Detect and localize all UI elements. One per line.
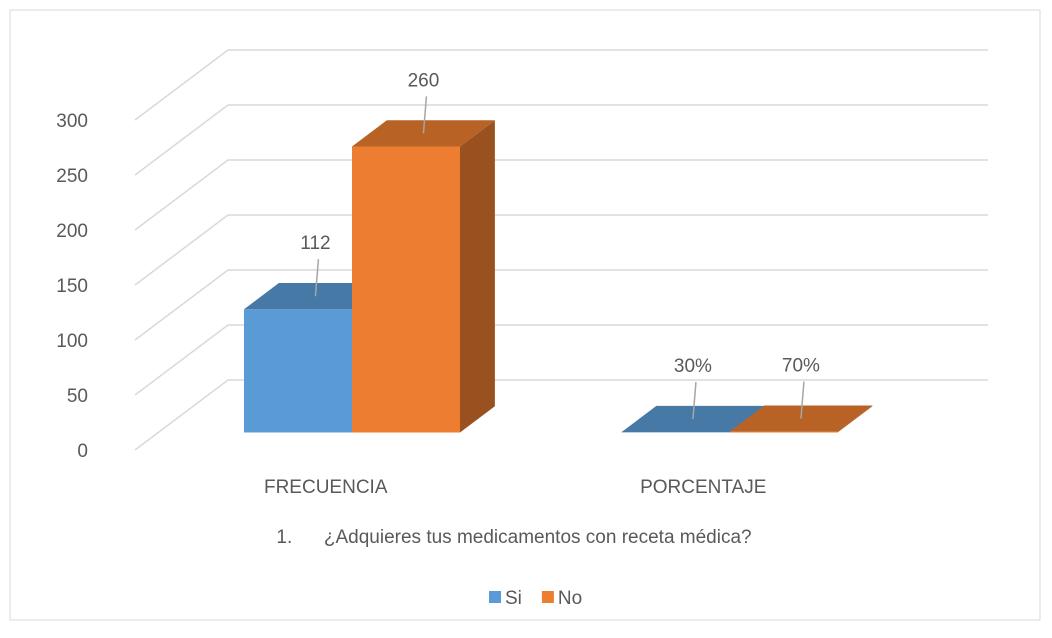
bar-front [730, 432, 838, 433]
x-tick-label: FRECUENCIA [264, 477, 388, 498]
y-tick-label: 250 [56, 166, 88, 187]
data-label: 70% [782, 356, 820, 377]
y-tick-label: 150 [56, 276, 88, 297]
y-tick-label: 0 [77, 441, 88, 462]
y-tick-label: 300 [56, 111, 88, 132]
y-tick-label: 100 [56, 331, 88, 352]
data-label: 260 [408, 70, 440, 91]
bar-front [352, 147, 460, 433]
legend-swatch [542, 591, 554, 603]
legend-label: No [558, 588, 582, 609]
legend-swatch [489, 591, 501, 603]
bar-side [460, 120, 495, 432]
y-tick-label: 50 [67, 386, 88, 407]
y-tick-label: 200 [56, 221, 88, 242]
x-tick-label: PORCENTAJE [640, 477, 766, 498]
bar-front [244, 309, 352, 432]
data-label: 112 [300, 233, 330, 254]
x-axis-title: 1. ¿Adquieres tus medicamentos con recet… [276, 527, 751, 548]
legend-label: Si [505, 588, 522, 609]
data-label: 30% [674, 356, 712, 377]
